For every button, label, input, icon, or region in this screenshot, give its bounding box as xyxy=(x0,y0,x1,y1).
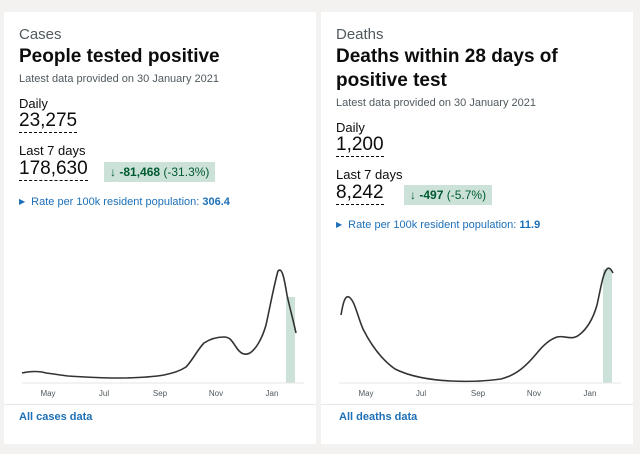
month-tick: May xyxy=(358,389,373,398)
change-badge: ↓ -81,468 (-31.3%) xyxy=(104,162,216,182)
all-cases-link[interactable]: All cases data xyxy=(19,411,93,423)
arrow-down-icon: ↓ xyxy=(410,188,416,202)
deaths-card: Deaths Deaths within 28 days of positive… xyxy=(321,12,633,444)
month-tick: Jul xyxy=(416,389,426,398)
rate-disclosure[interactable]: ▶ Rate per 100k resident population: 11.9 xyxy=(336,219,540,231)
rate-label: Rate per 100k resident population: xyxy=(31,196,203,208)
month-tick: May xyxy=(40,389,55,398)
divider xyxy=(4,404,316,405)
month-tick: Jul xyxy=(99,389,109,398)
rate-disclosure[interactable]: ▶ Rate per 100k resident population: 306.… xyxy=(19,196,230,208)
latest-data-date: Latest data provided on 30 January 2021 xyxy=(19,73,219,85)
change-badge: ↓ -497 (-5.7%) xyxy=(404,185,493,205)
deaths-chart: May Jul Sep Nov Jan xyxy=(339,267,621,398)
cases-card: Cases People tested positive Latest data… xyxy=(4,12,316,444)
triangle-right-icon: ▶ xyxy=(19,197,26,206)
card-caption: Cases xyxy=(19,26,62,43)
daily-value[interactable]: 1,200 xyxy=(336,134,384,157)
daily-label: Daily xyxy=(336,120,365,135)
latest-data-date: Latest data provided on 30 January 2021 xyxy=(336,97,536,109)
divider xyxy=(321,404,633,405)
month-tick: Jan xyxy=(266,389,279,398)
month-tick: Jan xyxy=(584,389,597,398)
card-title: Deaths within 28 days of positive test xyxy=(336,46,558,91)
deaths-line xyxy=(340,267,614,383)
card-caption: Deaths xyxy=(336,26,384,43)
change-percentage: (-5.7%) xyxy=(446,188,487,202)
last-7-days-label: Last 7 days xyxy=(336,167,403,182)
last-7-days-value[interactable]: 178,630 xyxy=(19,158,88,181)
last-7-days-label: Last 7 days xyxy=(19,143,86,158)
month-tick: Sep xyxy=(153,389,168,398)
cases-chart: May Jul Sep Nov Jan xyxy=(21,269,304,398)
change-percentage: (-31.3%) xyxy=(163,165,210,179)
daily-value[interactable]: 23,275 xyxy=(19,110,78,133)
rate-label: Rate per 100k resident population: xyxy=(348,219,520,231)
last-7-days-value[interactable]: 8,242 xyxy=(336,182,384,205)
arrow-down-icon: ↓ xyxy=(110,165,116,179)
daily-label: Daily xyxy=(19,96,48,111)
all-deaths-link[interactable]: All deaths data xyxy=(339,411,418,423)
card-title: People tested positive xyxy=(19,46,220,67)
change-value: -497 xyxy=(419,188,444,202)
month-tick: Nov xyxy=(527,389,541,398)
month-tick: Sep xyxy=(471,389,486,398)
rate-value: 11.9 xyxy=(519,219,541,231)
month-tick: Nov xyxy=(209,389,223,398)
rate-value: 306.4 xyxy=(202,196,230,208)
change-value: -81,468 xyxy=(119,165,161,179)
last-7-days-highlight xyxy=(603,269,612,383)
cases-line xyxy=(21,269,297,379)
triangle-right-icon: ▶ xyxy=(336,220,343,229)
last-7-days-highlight xyxy=(286,297,295,383)
